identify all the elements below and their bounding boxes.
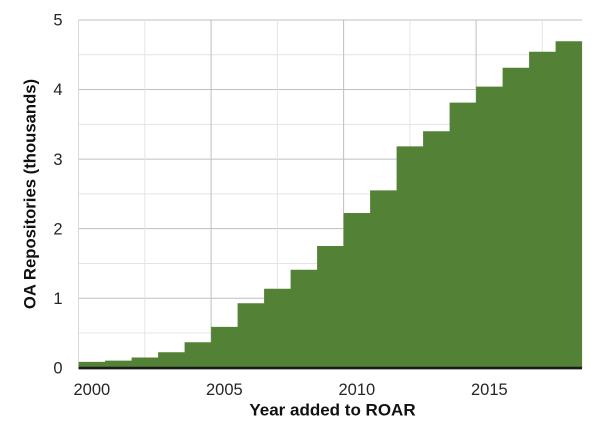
svg-text:2000: 2000	[73, 381, 110, 399]
svg-text:2: 2	[53, 220, 62, 238]
svg-text:2010: 2010	[338, 381, 375, 399]
svg-text:Year added to ROAR: Year added to ROAR	[249, 401, 415, 420]
svg-text:2015: 2015	[471, 381, 508, 399]
svg-text:4: 4	[53, 81, 62, 99]
svg-text:3: 3	[53, 151, 62, 169]
svg-text:0: 0	[53, 360, 62, 378]
svg-text:2005: 2005	[206, 381, 243, 399]
svg-text:OA Repositories (thousands): OA Repositories (thousands)	[21, 79, 40, 309]
svg-text:1: 1	[53, 290, 62, 308]
svg-text:5: 5	[53, 12, 62, 30]
